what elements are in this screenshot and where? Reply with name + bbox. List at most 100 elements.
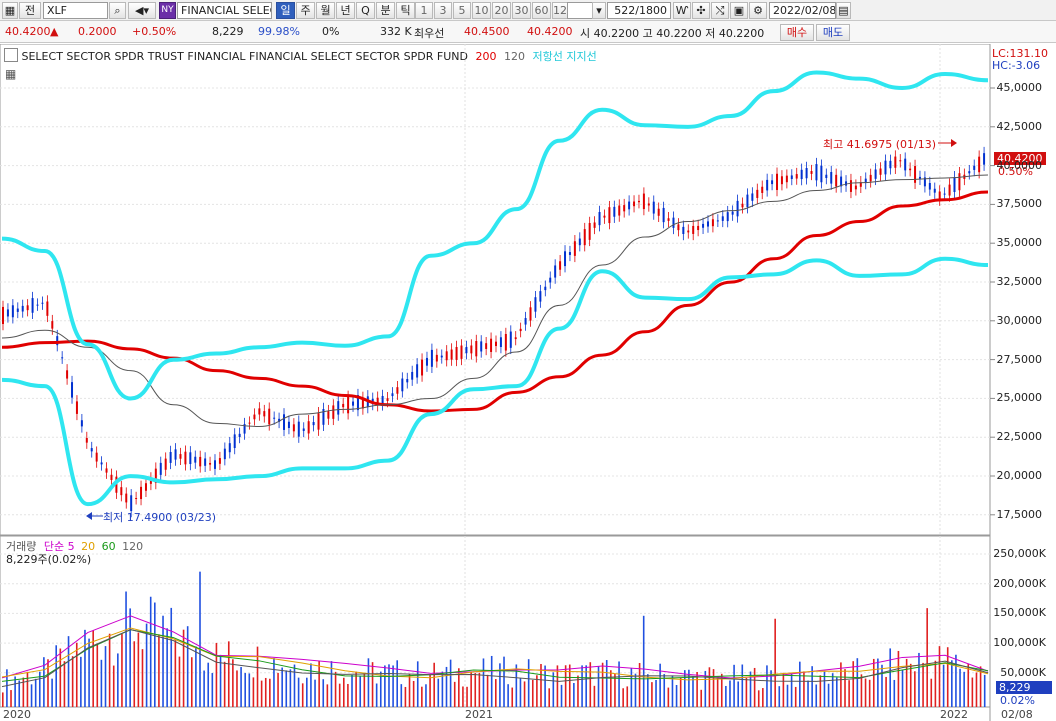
candle-body — [430, 349, 433, 367]
volume-bar — [137, 632, 140, 707]
low-annotation: 최저 17.4900 (03/23) — [103, 511, 217, 524]
calendar-icon[interactable]: ▤ — [836, 2, 851, 19]
candle-body — [263, 411, 266, 417]
volume-ma20[interactable]: 20 — [81, 540, 96, 553]
candle-body — [490, 338, 493, 352]
volume-bar — [700, 689, 703, 707]
up-arrow-icon: ▲ — [50, 25, 59, 38]
legend-box[interactable] — [4, 48, 18, 62]
volume-ma120[interactable]: 120 — [122, 540, 144, 553]
interval-button-4[interactable]: 20 — [492, 2, 511, 19]
buy-button[interactable]: 매수 — [780, 24, 814, 41]
period-tab-6[interactable]: 틱 — [396, 2, 415, 19]
volume-bar — [827, 683, 830, 707]
volume-bar — [671, 675, 674, 707]
symbol-input[interactable]: XLF — [43, 2, 108, 19]
volume-bar — [683, 670, 686, 707]
candle-body — [189, 452, 192, 465]
name-field[interactable]: FINANCIAL SELECT — [177, 2, 272, 19]
interval-button-0[interactable]: 1 — [415, 2, 433, 19]
series-120 — [1, 174, 989, 427]
candle-icon[interactable]: Ⱳ — [673, 2, 691, 19]
candle-body — [697, 225, 700, 231]
search-icon[interactable]: ⌕ — [109, 2, 126, 19]
candle-body — [283, 414, 286, 430]
interval-button-5[interactable]: 30 — [512, 2, 531, 19]
candle-body — [514, 337, 517, 340]
volume-bar — [34, 678, 37, 707]
interval-button-1[interactable]: 3 — [434, 2, 452, 19]
period-tab-4[interactable]: Q — [356, 2, 375, 19]
volume-bar — [642, 615, 645, 707]
candle-body — [105, 468, 108, 473]
legend-support[interactable]: 저항선 지지선 — [532, 50, 597, 63]
period-tab-3[interactable]: 년 — [336, 2, 355, 19]
volume-bar — [790, 673, 793, 707]
period-tab-1[interactable]: 주 — [296, 2, 315, 19]
volume-bar — [548, 688, 551, 707]
volume-bar — [404, 686, 407, 707]
candle-body — [618, 205, 621, 216]
chart-canvas[interactable] — [0, 44, 1056, 721]
candle-body — [26, 305, 29, 311]
candle-body — [361, 397, 364, 409]
volume-bar — [371, 662, 374, 707]
candle-body — [731, 211, 734, 215]
volume-bar — [823, 671, 826, 707]
interval-button-3[interactable]: 10 — [472, 2, 491, 19]
candle-body — [164, 458, 167, 470]
candle-body — [953, 177, 956, 193]
period-tab-5[interactable]: 분 — [376, 2, 395, 19]
candle-body — [352, 401, 355, 406]
volume-bar — [983, 674, 986, 707]
period-tab-0[interactable]: 일 — [276, 2, 295, 19]
volume-bar — [881, 664, 883, 707]
volume-bar — [614, 674, 616, 707]
candle-body — [2, 306, 4, 325]
volume-ma60[interactable]: 60 — [101, 540, 116, 553]
volume-bar — [75, 642, 78, 707]
chart-icon[interactable]: ▦ — [2, 2, 18, 19]
ohl-values: 시 40.2200 고 40.2200 저 40.2200 — [580, 27, 765, 40]
legend-ma120[interactable]: 120 — [503, 50, 525, 63]
chevron-down-icon[interactable]: ▾ — [592, 2, 606, 19]
volume-tick-0: 250,000K — [993, 547, 1046, 560]
candle-body — [273, 417, 276, 419]
candle-body — [588, 222, 591, 240]
volume-bar — [486, 674, 489, 707]
date-input[interactable]: 2022/02/08 — [769, 2, 836, 19]
volume-bar — [478, 672, 481, 707]
prev-button[interactable]: 전 — [19, 2, 41, 19]
tool-icon[interactable]: ✣ — [692, 2, 710, 19]
candle-body — [228, 443, 231, 453]
save-icon[interactable]: ▣ — [730, 2, 748, 19]
price-tick-9: 22,5000 — [996, 430, 1043, 444]
volume-bar — [844, 669, 846, 707]
gear-icon[interactable]: ⚙ — [749, 2, 767, 19]
volume-bar — [363, 673, 366, 707]
count-field[interactable]: 522/1800 — [607, 2, 671, 19]
candle-body — [677, 224, 680, 231]
legend-ma200[interactable]: 200 — [475, 50, 497, 63]
period-tab-2[interactable]: 월 — [316, 2, 335, 19]
draw-icon[interactable]: ⤭ — [711, 2, 729, 19]
volume-bar — [544, 665, 546, 707]
candle-body — [248, 422, 251, 424]
sell-button[interactable]: 매도 — [816, 24, 850, 41]
interval-button-2[interactable]: 5 — [453, 2, 471, 19]
volume-bar — [975, 672, 978, 707]
legend-title: SELECT SECTOR SPDR TRUST FINANCIAL FINAN… — [21, 50, 468, 63]
volume-bar — [437, 678, 440, 707]
speaker-icon[interactable]: ◀▾ — [128, 2, 156, 19]
volume-bar — [38, 671, 41, 707]
interval-button-6[interactable]: 60 — [532, 2, 551, 19]
volume-bar — [942, 664, 945, 707]
candle-body — [672, 217, 675, 228]
volume-ma5[interactable]: 5 — [67, 540, 75, 553]
candle-body — [711, 219, 714, 227]
volume-bar — [675, 685, 678, 707]
candle-body — [499, 337, 502, 348]
volume-bar — [782, 672, 785, 707]
grid-icon[interactable]: ▦ — [5, 67, 17, 81]
volume-bar — [860, 674, 863, 707]
